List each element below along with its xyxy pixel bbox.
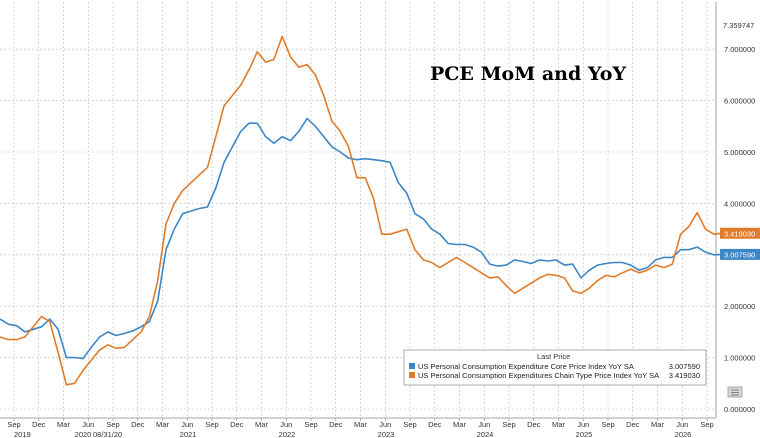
last-value-tag-1	[720, 248, 760, 260]
x-tick-label: Dec	[329, 420, 343, 429]
x-axis: Sep Dec Mar Jun Sep Dec Mar Jun Sep Dec Mar Jun Sep D…	[0, 417, 716, 438]
x-tick-label: Sep	[502, 420, 515, 429]
series-lines	[0, 35, 723, 386]
y-tick-label: 2.000000	[724, 302, 755, 311]
x-tick-label: Sep	[601, 420, 614, 429]
x-tick-label: Mar	[453, 420, 466, 429]
x-tick-label: Jun	[478, 420, 490, 429]
x-tick-label: Mar	[651, 420, 664, 429]
x-tick-label: Mar	[354, 420, 367, 429]
x-year-label: 2019	[14, 430, 31, 438]
grid	[0, 2, 716, 418]
date-marker: 08/31/20	[93, 430, 122, 438]
x-tick-label: Dec	[32, 420, 46, 429]
last-value-text-1: 3.007590	[724, 250, 755, 259]
x-tick-label: Dec	[428, 420, 442, 429]
x-tick-label: Sep	[304, 420, 317, 429]
chart-title: PCE MoM and YoY	[430, 63, 626, 85]
x-tick-label: Jun	[82, 420, 94, 429]
y-tick-label: 6.000000	[724, 97, 755, 106]
x-tick-label: Jun	[181, 420, 193, 429]
x-tick-label: Sep	[7, 420, 20, 429]
legend-label-2: US Personal Consumption Expenditures Cha…	[418, 371, 659, 380]
y-tick-label: 4.000000	[724, 199, 755, 208]
y-tick-label: 1.000000	[724, 354, 755, 363]
legend-toggle-icon[interactable]	[727, 386, 743, 398]
y-tick-label: 5.000000	[724, 148, 755, 157]
x-tick-label: Mar	[57, 420, 70, 429]
x-tick-label: Sep	[205, 420, 218, 429]
x-tick-label: Mar	[552, 420, 565, 429]
last-value-text-2: 3.419030	[724, 229, 755, 238]
top-value-label: 7.359747	[723, 21, 754, 30]
last-value-tags: 3.007590 3.419030	[720, 227, 760, 260]
x-tick-label: Dec	[131, 420, 145, 429]
x-tick-label: Sep	[700, 420, 713, 429]
x-year-label: 2021	[180, 430, 197, 438]
y-tick-label: 7.000000	[724, 45, 755, 54]
legend-box	[403, 349, 707, 386]
x-year-label: 2022	[279, 430, 296, 438]
x-year-label: 2020	[75, 430, 92, 438]
legend-swatch-1	[409, 363, 415, 369]
legend-label-1: US Personal Consumption Expenditure Core…	[418, 362, 634, 371]
x-tick-label: Dec	[527, 420, 541, 429]
x-year-label: 2023	[378, 430, 395, 438]
last-value-tag-2	[720, 227, 760, 239]
legend-value-2: 3.419030	[669, 371, 700, 380]
x-year-label: 2024	[477, 430, 494, 438]
x-tick-label: Dec	[626, 420, 640, 429]
x-year-label: 2026	[675, 430, 692, 438]
x-tick-label: Mar	[255, 420, 268, 429]
legend-header: Last Price	[537, 352, 570, 361]
x-tick-label: Jun	[577, 420, 589, 429]
x-tick-label: Jun	[676, 420, 688, 429]
x-year-label: 2025	[576, 430, 593, 438]
series-line-2	[0, 35, 723, 386]
x-tick-label: Jun	[379, 420, 391, 429]
legend-value-1: 3.007590	[669, 362, 700, 371]
x-tick-label: Mar	[156, 420, 169, 429]
x-tick-label: Jun	[280, 420, 292, 429]
series-line-1	[0, 117, 723, 360]
x-tick-label: Sep	[403, 420, 416, 429]
legend-swatch-2	[409, 372, 415, 378]
x-tick-label: Sep	[106, 420, 119, 429]
y-tick-label: 0.000000	[724, 405, 755, 414]
x-tick-label: Dec	[230, 420, 244, 429]
